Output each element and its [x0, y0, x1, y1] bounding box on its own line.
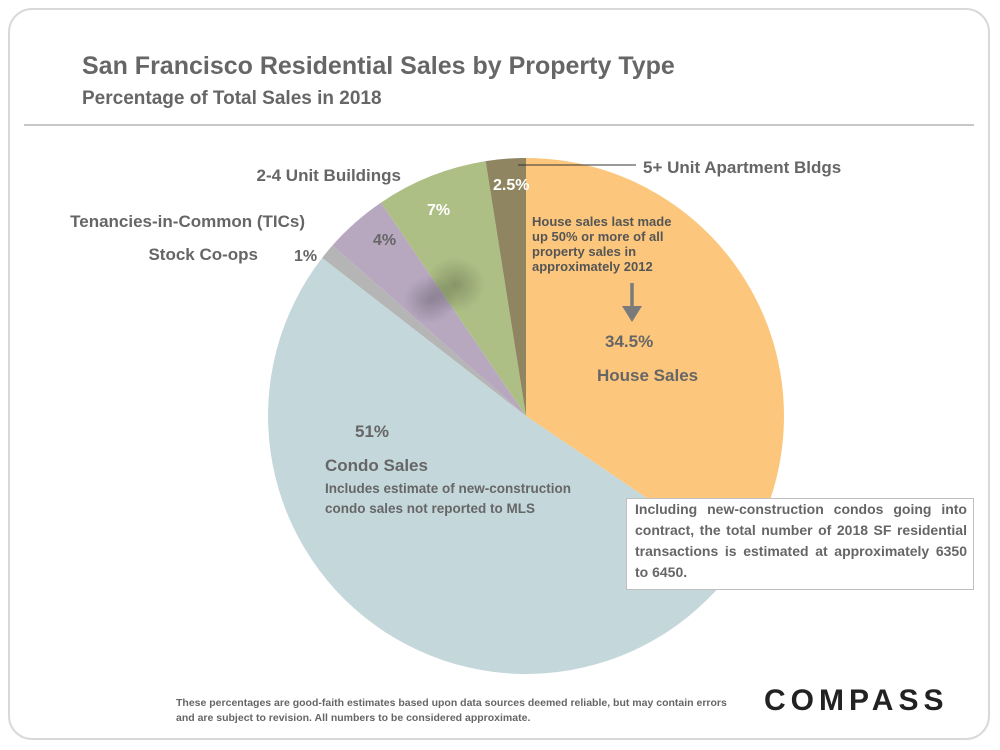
title-divider — [24, 124, 974, 126]
value-tics: 4% — [373, 232, 396, 249]
label-tics: Tenancies-in-Common (TICs) — [70, 212, 305, 231]
slice-apartment-bldgs — [485, 158, 526, 416]
footer-disclaimer: These percentages are good-faith estimat… — [176, 697, 727, 724]
slice-condo-sales — [268, 257, 740, 674]
compass-logo: COMPASS — [764, 684, 949, 717]
slice-house-sales — [526, 157, 785, 562]
house-sales-note: House sales last made up 50% or more of a… — [532, 214, 671, 274]
value-stock-coops: 1% — [294, 248, 317, 265]
value-house-sales: 34.5% — [605, 332, 653, 351]
page-title: San Francisco Residential Sales by Prope… — [82, 52, 675, 80]
value-condo-sales: 51% — [355, 422, 389, 441]
label-house-sales: House Sales — [597, 366, 698, 385]
label-condo-sales: Condo Sales — [325, 456, 428, 475]
label-stock-coops: Stock Co-ops — [148, 245, 258, 264]
pie-slices — [268, 157, 785, 674]
down-arrow-icon — [622, 283, 642, 322]
value-apartment-bldgs: 2.5% — [493, 177, 529, 194]
slice-stock-coops — [322, 245, 526, 416]
transactions-note: Including new-construction condos going … — [626, 498, 974, 590]
value-2-4-unit-buildings: 7% — [427, 202, 450, 219]
condo-sales-note: Includes estimate of new-construction con… — [325, 481, 571, 516]
buildings-shading — [424, 257, 486, 313]
page-subtitle: Percentage of Total Sales in 2018 — [82, 88, 382, 109]
label-apartment-bldgs: 5+ Unit Apartment Bldgs — [643, 158, 841, 177]
label-2-4-unit-buildings: 2-4 Unit Buildings — [257, 166, 402, 185]
